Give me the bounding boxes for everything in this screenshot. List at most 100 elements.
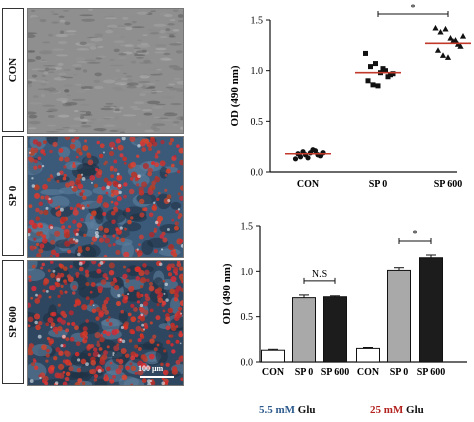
lipid-droplet [126, 268, 131, 273]
cell [66, 94, 71, 97]
lipid-droplet [34, 298, 41, 304]
cell [95, 57, 103, 60]
cell [169, 43, 182, 46]
lipid-droplet [37, 156, 42, 161]
cell [148, 85, 156, 89]
cell [139, 62, 153, 64]
cell [59, 19, 66, 23]
lipid-droplet [147, 171, 153, 177]
lipid-droplet [97, 171, 102, 175]
lipid-droplet [76, 228, 80, 232]
cell [90, 37, 103, 42]
lipid-droplet [89, 215, 94, 220]
tissue-patch [48, 195, 70, 209]
lipid-droplet [125, 207, 131, 213]
data-point [373, 61, 378, 67]
cell [100, 107, 114, 111]
lipid-droplet [47, 269, 51, 273]
lipid-droplet [49, 254, 53, 257]
lipid-droplet [124, 296, 128, 301]
cell [57, 114, 70, 118]
lipid-droplet [108, 262, 115, 269]
cell [114, 82, 129, 86]
lipid-droplet [59, 272, 65, 278]
lipid-droplet [63, 232, 71, 239]
cell [28, 83, 33, 88]
highlight [141, 323, 145, 327]
lipid-droplet [167, 307, 174, 314]
lipid-droplet [137, 320, 141, 323]
highlight [75, 232, 79, 236]
highlight [96, 228, 99, 231]
highlight [75, 239, 79, 243]
lipid-droplet [54, 230, 61, 237]
cell [133, 101, 145, 105]
cell [80, 124, 92, 128]
lipid-droplet [28, 275, 32, 279]
lipid-droplet [71, 138, 76, 143]
highlight [92, 304, 95, 307]
lipid-droplet [89, 300, 94, 305]
lipid-droplet [178, 147, 183, 154]
lipid-droplet [28, 349, 33, 356]
lipid-droplet [66, 274, 71, 279]
lipid-droplet [104, 309, 110, 315]
lipid-droplet [159, 160, 166, 167]
lipid-droplet [159, 234, 165, 239]
lipid-droplet [171, 349, 176, 354]
lipid-droplet [130, 161, 137, 168]
lipid-droplet [47, 177, 51, 182]
highlight [180, 312, 183, 315]
lipid-droplet [160, 362, 164, 367]
cell [40, 81, 50, 84]
glucose-unit: mM [275, 404, 296, 416]
cell [28, 67, 36, 69]
lipid-droplet [110, 174, 115, 179]
data-point [370, 82, 376, 88]
lipid-droplet [82, 326, 88, 332]
lipid-droplet [130, 365, 137, 371]
lipid-droplet [75, 341, 81, 347]
lipid-droplet [136, 154, 140, 158]
highlight [54, 381, 59, 385]
lipid-droplet [113, 207, 119, 213]
highlight [77, 252, 81, 257]
lipid-droplet [114, 201, 119, 206]
lipid-droplet [94, 332, 101, 339]
lipid-droplet [173, 154, 177, 158]
cell [32, 95, 39, 98]
cell [176, 80, 183, 85]
lipid-droplet [177, 192, 181, 196]
cell [110, 64, 124, 67]
lipid-droplet [86, 153, 92, 159]
lipid-droplet [116, 196, 122, 202]
lipid-droplet [115, 301, 122, 307]
cell [64, 21, 71, 26]
cell [175, 90, 183, 92]
cell [63, 76, 74, 79]
highlight [45, 289, 49, 293]
lipid-droplet [124, 353, 130, 358]
lipid-droplet [148, 353, 155, 360]
cell [170, 102, 182, 106]
cell [97, 55, 107, 58]
cell [161, 131, 168, 133]
cell [179, 126, 183, 130]
lipid-droplet [138, 234, 144, 240]
lipid-droplet [179, 195, 183, 201]
bar [356, 347, 380, 363]
lipid-droplet [124, 227, 127, 231]
lipid-droplet [33, 165, 38, 170]
lipid-droplet [84, 337, 88, 341]
lipid-droplet [90, 210, 97, 217]
highlight [59, 207, 64, 212]
lipid-droplet [35, 324, 41, 331]
glucose-label-high: 25 mM Glu [370, 404, 424, 416]
cell [79, 110, 88, 113]
lipid-droplet [45, 322, 50, 327]
glucose-unit: mM [383, 404, 404, 416]
cell [28, 34, 36, 39]
cell [112, 110, 122, 113]
y-tick-label: 1.5 [241, 222, 254, 233]
lipid-droplet [145, 296, 151, 302]
